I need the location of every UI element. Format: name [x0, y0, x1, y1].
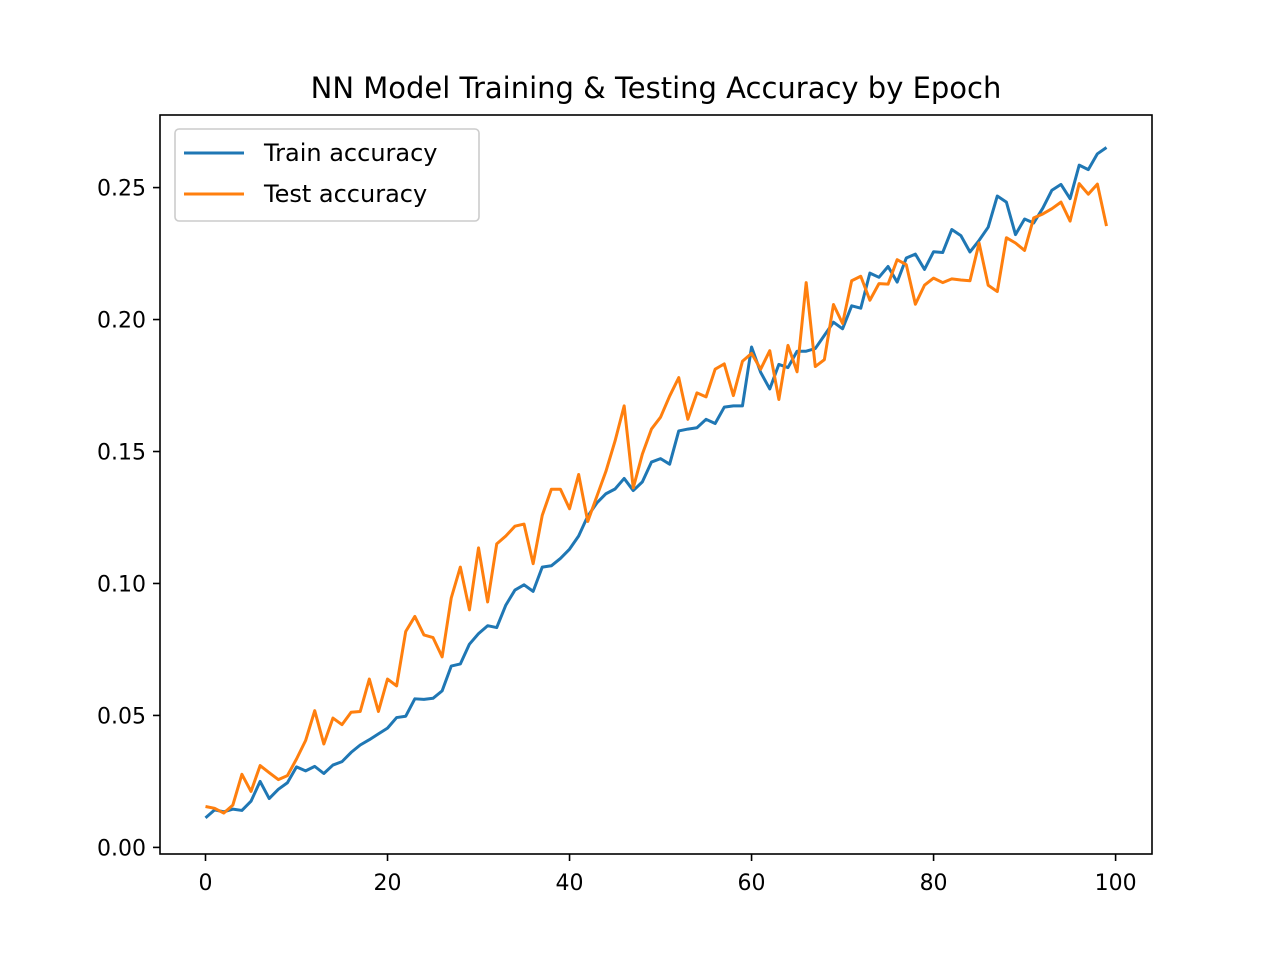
legend: Train accuracy Test accuracy [174, 128, 480, 222]
x-tick-label: 100 [1095, 871, 1137, 896]
x-tick-label: 0 [199, 871, 213, 896]
y-tick-label: 0.20 [97, 309, 146, 334]
legend-label: Test accuracy [263, 180, 427, 208]
y-tick-label: 0.25 [97, 177, 146, 202]
series-line-train-accuracy [204, 146, 1108, 819]
chart-title: NN Model Training & Testing Accuracy by … [311, 71, 1002, 105]
y-tick-label: 0.10 [97, 572, 146, 597]
x-tick-label: 40 [556, 871, 584, 896]
y-tick-label: 0.00 [97, 836, 146, 861]
series-layer [204, 146, 1108, 819]
x-axis: 0 20 40 60 80 100 [199, 854, 1137, 896]
legend-box [174, 128, 480, 222]
legend-label: Train accuracy [263, 139, 438, 167]
plot-frame [159, 114, 1153, 855]
y-tick-label: 0.15 [97, 441, 146, 466]
series-line-test-accuracy [205, 182, 1108, 815]
x-tick-label: 60 [738, 871, 766, 896]
y-axis: 0.00 0.05 0.10 0.15 0.20 0.25 [97, 177, 160, 861]
y-tick-label: 0.05 [97, 704, 146, 729]
x-tick-label: 80 [920, 871, 948, 896]
x-tick-label: 20 [374, 871, 402, 896]
